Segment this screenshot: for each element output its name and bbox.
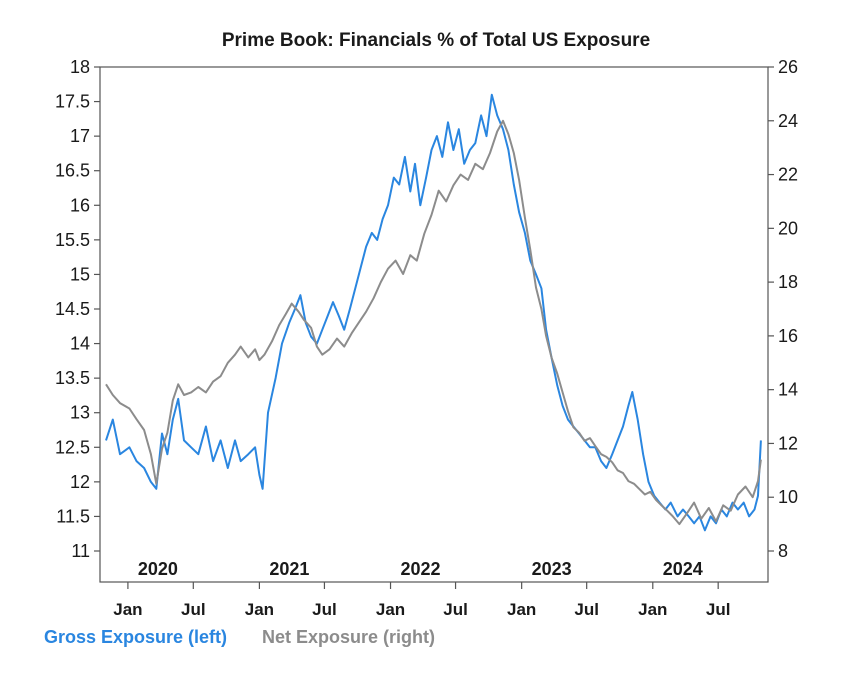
chart-title: Prime Book: Financials % of Total US Exp… [222, 30, 650, 51]
left-axis: 11 11.5 12 12.5 13 13.5 14 14.5 15 15.5 16 16.5 17 17… [55, 57, 100, 561]
legend-net-exposure: Net Exposure (right) [262, 627, 435, 647]
left-tick-label: 13 [70, 403, 90, 423]
x-month-label: Jan [376, 600, 405, 619]
left-tick-label: 15 [70, 264, 90, 284]
plot-frame [99, 66, 769, 583]
right-tick-label: 16 [778, 326, 798, 346]
right-axis: 8 10 12 14 16 18 20 22 24 26 [768, 57, 798, 561]
right-tick-label: 24 [778, 111, 798, 131]
left-tick-label: 11.5 [56, 506, 90, 526]
left-tick-label: 12 [70, 472, 90, 492]
right-tick-label: 10 [778, 487, 798, 507]
series-layer [105, 93, 762, 532]
x-year-label: 2020 [138, 559, 178, 579]
x-year-label: 2022 [401, 559, 441, 579]
left-tick-label: 12.5 [55, 437, 90, 457]
x-month-label: Jul [312, 600, 337, 619]
x-year-label: 2021 [269, 559, 309, 579]
x-month-label: Jan [245, 600, 274, 619]
right-tick-label: 22 [778, 165, 798, 185]
left-tick-label: 17.5 [55, 92, 90, 112]
left-tick-label: 15.5 [55, 230, 90, 250]
right-tick-label: 26 [778, 57, 798, 77]
x-year-label: 2023 [532, 559, 572, 579]
right-tick-label: 20 [778, 218, 798, 238]
x-month-label: Jul [706, 600, 731, 619]
right-tick-label: 14 [778, 380, 798, 400]
net-exposure-line [105, 119, 762, 526]
left-tick-label: 18 [70, 57, 90, 77]
x-month-label: Jan [113, 600, 142, 619]
legend-gross-exposure: Gross Exposure (left) [44, 627, 227, 647]
left-tick-label: 16 [70, 195, 90, 215]
left-tick-label: 11 [71, 541, 90, 561]
x-axis: Jan Jul Jan Jul Jan Jul Jan Jul Jan Jul 2020 2021 20… [113, 559, 730, 619]
legend: Gross Exposure (left) Net Exposure (righ… [44, 627, 435, 647]
right-tick-label: 18 [778, 272, 798, 292]
x-month-label: Jul [181, 600, 206, 619]
x-month-label: Jul [574, 600, 599, 619]
x-month-label: Jul [443, 600, 468, 619]
x-month-label: Jan [507, 600, 536, 619]
x-month-label: Jan [638, 600, 667, 619]
left-tick-label: 17 [70, 126, 90, 146]
left-tick-label: 14.5 [55, 299, 90, 319]
left-tick-label: 14 [70, 334, 90, 354]
right-tick-label: 8 [778, 541, 788, 561]
left-tick-label: 16.5 [55, 161, 90, 181]
right-tick-label: 12 [778, 433, 798, 453]
left-tick-label: 13.5 [55, 368, 90, 388]
x-year-label: 2024 [663, 559, 703, 579]
